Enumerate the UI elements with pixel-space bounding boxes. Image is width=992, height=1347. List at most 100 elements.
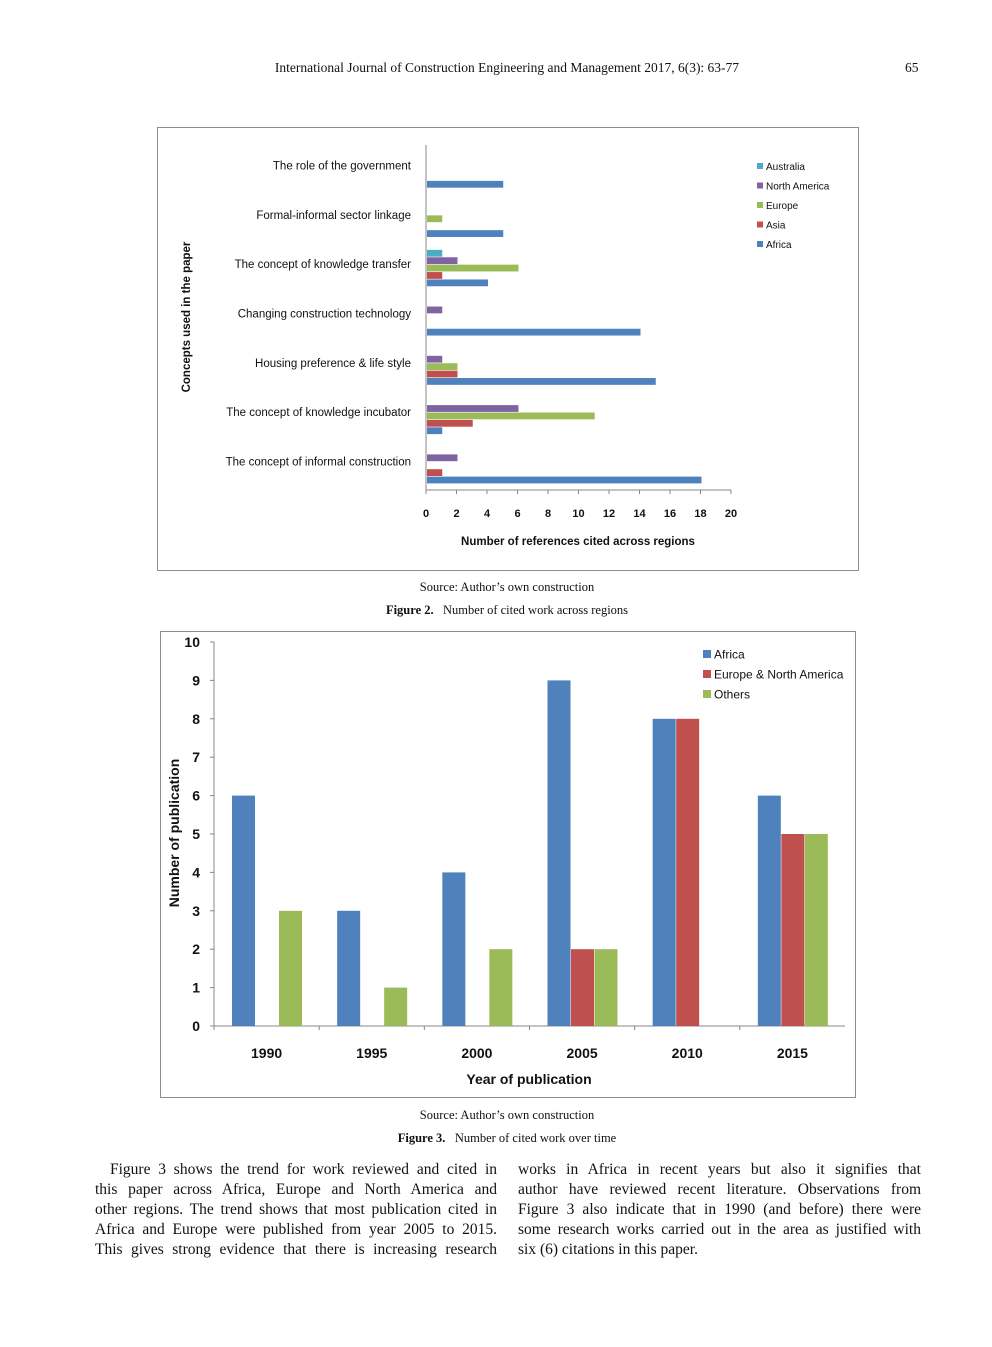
x-tick-label: 18 <box>694 508 706 520</box>
x-tick-label: 14 <box>633 508 646 520</box>
bar-others <box>384 987 408 1026</box>
text-line: Figure 3 shows the trend for work review… <box>110 1161 497 1178</box>
bar-north-america <box>427 405 519 412</box>
x-tick-label: 12 <box>603 508 615 520</box>
x-axis-title: Year of publication <box>466 1071 591 1087</box>
x-tick-label: 1990 <box>251 1045 282 1061</box>
category-label: Formal-informal sector linkage <box>256 210 411 222</box>
bar-africa <box>547 680 571 1026</box>
text-line: author have reviewed recent literature. … <box>518 1181 921 1198</box>
legend-label: Asia <box>766 221 786 232</box>
legend-swatch <box>757 163 763 169</box>
bar-asia <box>427 370 458 378</box>
bar-north-america <box>427 454 458 462</box>
bar-asia <box>427 419 473 427</box>
text-line: this paper across Africa, Europe and Nor… <box>95 1181 497 1198</box>
text-line: Figure 3 also indicate that in 1990 (and… <box>518 1201 921 1218</box>
category-label: The role of the government <box>273 161 412 173</box>
x-tick-label: 16 <box>664 508 676 520</box>
legend-label: Europe & North America <box>714 668 844 682</box>
figure-3-caption-text: Number of cited work over time <box>454 1131 617 1145</box>
x-tick-label: 2015 <box>777 1045 808 1061</box>
category-label: Changing construction technology <box>238 309 412 321</box>
x-tick-label: 2005 <box>567 1045 598 1061</box>
legend-swatch <box>757 241 763 247</box>
x-tick-label: 2000 <box>461 1045 492 1061</box>
y-axis-title: Concepts used in the paper <box>181 241 193 392</box>
figure-2-source: Source: Author’s own construction <box>419 580 595 594</box>
figure-3-caption: Figure 3. Number of cited work over time <box>0 1131 992 1146</box>
figure-3-frame <box>160 631 856 1098</box>
legend-label: Africa <box>766 240 792 251</box>
y-tick-label: 5 <box>192 826 200 842</box>
running-header: International Journal of Construction En… <box>274 60 740 75</box>
figure-2-caption: Figure 2. Number of cited work across re… <box>0 603 992 618</box>
y-tick-label: 6 <box>192 788 200 804</box>
bar-africa <box>427 180 504 188</box>
y-tick-label: 0 <box>192 1018 200 1034</box>
bar-australia <box>427 249 443 257</box>
bar-europe-north-america <box>781 834 805 1026</box>
bar-africa <box>232 795 255 1026</box>
y-tick-label: 1 <box>192 980 200 996</box>
x-tick-label: 4 <box>484 508 491 520</box>
bar-europe <box>427 412 595 420</box>
bar-africa <box>427 476 702 484</box>
bar-africa <box>427 279 488 287</box>
category-label: The concept of knowledge transfer <box>235 259 412 271</box>
legend-swatch <box>703 690 711 698</box>
bar-north-america <box>427 306 443 314</box>
legend-label: Africa <box>714 648 745 662</box>
x-tick-label: 1995 <box>356 1045 387 1061</box>
x-tick-label: 2 <box>453 508 459 520</box>
text-line: works in Africa in recent years but also… <box>518 1161 921 1178</box>
bar-asia <box>427 469 443 476</box>
bar-others <box>489 949 513 1026</box>
text-line: some research works carried out in the a… <box>518 1221 921 1238</box>
bar-north-america <box>427 355 443 363</box>
bar-europe-north-america <box>571 949 594 1026</box>
bar-africa <box>427 328 641 336</box>
x-tick-label: 0 <box>423 508 429 520</box>
y-tick-label: 2 <box>192 941 200 957</box>
x-axis-title: Number of references cited across region… <box>461 536 695 548</box>
y-tick-label: 9 <box>192 672 200 688</box>
figure-2-label: Figure 2. <box>385 603 434 617</box>
bar-europe <box>427 363 458 371</box>
bar-asia <box>427 272 443 279</box>
bar-africa <box>337 910 361 1026</box>
category-label: The concept of informal construction <box>226 456 411 468</box>
legend-label: North America <box>766 182 830 193</box>
legend-label: Europe <box>766 201 799 212</box>
figure-3-label: Figure 3. <box>397 1131 446 1145</box>
bar-others <box>594 949 618 1026</box>
bar-africa <box>427 427 443 435</box>
legend-swatch <box>757 182 763 189</box>
text-line: other regions. The trend shows that most… <box>95 1201 497 1218</box>
x-tick-label: 2010 <box>672 1045 703 1061</box>
y-tick-label: 10 <box>184 634 200 650</box>
y-tick-label: 8 <box>192 711 200 727</box>
legend-swatch <box>703 650 711 658</box>
bar-europe-north-america <box>676 718 700 1026</box>
y-axis-title: Number of publication <box>166 759 182 908</box>
figure-2-frame <box>157 127 859 571</box>
page-number: 65 <box>905 60 919 75</box>
y-tick-label: 7 <box>192 749 200 765</box>
x-tick-label: 6 <box>514 508 520 520</box>
category-label: Housing preference & life style <box>255 358 411 370</box>
text-line: Africa and Europe were published from ye… <box>95 1221 497 1238</box>
bar-europe <box>427 215 443 223</box>
legend-swatch <box>703 670 711 678</box>
bar-africa <box>757 795 781 1026</box>
legend-swatch <box>757 202 763 208</box>
x-tick-label: 10 <box>572 508 584 520</box>
category-label: The concept of knowledge incubator <box>226 407 411 419</box>
bar-africa <box>652 718 676 1026</box>
text-line: six (6) citations in this paper. <box>518 1241 698 1258</box>
legend-swatch <box>757 221 763 228</box>
bar-europe <box>427 264 519 272</box>
legend-label: Others <box>714 688 750 702</box>
bar-north-america <box>427 257 458 265</box>
